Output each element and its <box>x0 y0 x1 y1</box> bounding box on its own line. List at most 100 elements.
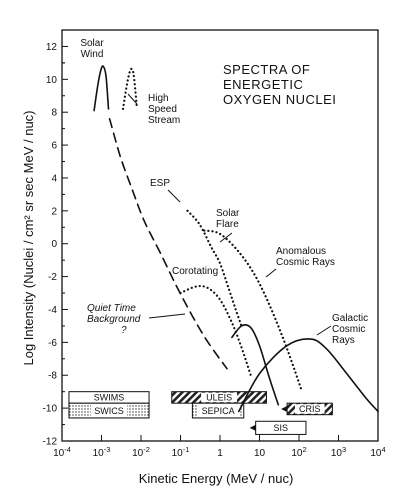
instrument-label-background <box>196 404 240 417</box>
x-tick-base: 10 <box>93 448 105 459</box>
annotation-esp: ESP <box>150 178 170 189</box>
x-axis-label: Kinetic Energy (MeV / nuc) <box>139 471 294 486</box>
instrument-label-background <box>201 392 238 403</box>
x-tick-base: 10 <box>291 448 303 459</box>
instrument-label-swims: SWIMS <box>94 393 125 403</box>
annotation-line: Galactic <box>332 313 368 324</box>
series-line-high-speed-stream <box>121 67 138 110</box>
x-tick-exponent: -3 <box>104 445 111 454</box>
annotation-corotating: Corotating <box>172 266 218 277</box>
annotation-line: ? <box>121 325 127 336</box>
y-tick-label: 12 <box>46 42 58 53</box>
annotation-line: Solar <box>216 208 240 219</box>
x-tick-exponent: -1 <box>183 445 190 454</box>
instrument-label-background <box>294 404 325 414</box>
annotation-line: Flare <box>216 219 239 230</box>
x-tick-base: 10 <box>132 448 144 459</box>
annotation-anomalous-cosmic-rays: Anomalous Cosmic Rays <box>276 246 335 268</box>
x-tick-label: 1 <box>217 448 223 459</box>
y-tick-label: -6 <box>48 338 57 349</box>
series-line-quiet-time-background <box>108 118 228 370</box>
instrument-label-background <box>91 392 128 403</box>
x-tick-exponent: 4 <box>381 445 385 454</box>
x-tick-label: 10-1 <box>172 445 190 459</box>
annotation-line: Cosmic Rays <box>276 257 335 268</box>
annotation-leader-line <box>265 268 277 278</box>
y-tick-label: 2 <box>51 206 57 217</box>
x-tick-label: 10 <box>254 448 266 459</box>
series-line-esp <box>186 209 243 327</box>
annotation-leader-lines <box>127 93 332 336</box>
x-tick-label: 10-2 <box>132 445 150 459</box>
x-tick-base: 10 <box>254 448 266 459</box>
y-tick-label: 0 <box>51 239 57 250</box>
annotation-galactic-cosmic-rays: Galactic Cosmic Rays <box>332 313 368 346</box>
instrument-label-uleis: ULEIS <box>206 393 232 403</box>
annotation-high-speed-stream: High Speed Stream <box>148 93 180 126</box>
annotation-leader-line <box>316 325 332 336</box>
y-tick-label: -10 <box>43 404 58 415</box>
annotation-line: Rays <box>332 335 355 346</box>
series-line-anomalous-cosmic-rays <box>231 324 280 406</box>
x-tick-base: 10 <box>172 448 184 459</box>
annotation-line: Quiet Time <box>87 303 136 314</box>
y-tick-label: -4 <box>48 305 57 316</box>
instrument-arrow-cris <box>281 405 288 412</box>
instrument-arrow-sis <box>249 424 256 431</box>
chart-title-line-1: SPECTRA OF <box>223 62 310 77</box>
annotation-line: ESP <box>150 178 170 189</box>
annotation-leader-line <box>148 313 186 319</box>
x-tick-base: 10 <box>370 448 382 459</box>
y-axis-label: Log Intensity (Nuclei / cm² sr sec MeV /… <box>21 110 36 365</box>
annotation-line: Corotating <box>172 266 218 277</box>
x-tick-label: 10-3 <box>93 445 111 459</box>
y-tick-label: 8 <box>51 108 57 119</box>
annotation-line: High <box>148 93 169 104</box>
annotation-solar-flare: Solar Flare <box>216 208 240 230</box>
instrument-label-swics: SWICS <box>94 406 124 416</box>
annotation-leader-line <box>127 93 138 105</box>
series-line-solar-flare <box>203 229 304 393</box>
y-tick-label: -2 <box>48 272 57 283</box>
series-line-galactic-cosmic-rays <box>238 338 379 413</box>
x-tick-label: 102 <box>291 445 306 459</box>
y-tick-label: 4 <box>51 173 57 184</box>
y-tick-label: 6 <box>51 141 57 152</box>
x-tick-base: 10 <box>331 448 343 459</box>
x-tick-label: 104 <box>370 445 385 459</box>
instrument-label-sepica: SEPICA <box>202 406 235 416</box>
annotation-line: Solar <box>80 38 104 49</box>
series-line-solar-wind <box>93 65 110 112</box>
annotation-solar-wind: Solar Wind <box>80 38 104 60</box>
x-tick-exponent: -2 <box>143 445 150 454</box>
y-tick-label: 10 <box>46 75 58 86</box>
chart-title-line-3: OXYGEN NUCLEI <box>223 92 336 107</box>
annotation-line: Anomalous <box>276 246 326 257</box>
annotation-line: Speed <box>148 104 177 115</box>
annotation-quiet-time-background: Quiet Time Background? <box>87 303 141 336</box>
x-tick-label: 10-4 <box>53 445 71 459</box>
y-tick-label: -8 <box>48 371 57 382</box>
annotation-line: Wind <box>81 49 104 60</box>
annotation-leader-line <box>219 232 233 243</box>
annotation-leader-line <box>167 189 181 203</box>
x-tick-label: 103 <box>331 445 346 459</box>
spectrum-curves <box>93 65 379 413</box>
x-tick-exponent: -4 <box>64 445 71 454</box>
y-tick-label: -12 <box>43 437 58 448</box>
annotation-line: Stream <box>148 115 180 126</box>
x-tick-exponent: 3 <box>342 445 346 454</box>
instrument-label-sis: SIS <box>274 423 289 433</box>
chart-title-line-2: ENERGETIC <box>223 77 303 92</box>
instrument-bars: SWIMS SWICS ULEIS SEPICA SIS CRIS <box>68 391 333 435</box>
x-tick-base: 1 <box>217 448 223 459</box>
series-line-corotating <box>179 284 252 377</box>
annotation-line: Background <box>87 314 141 325</box>
instrument-label-background <box>91 404 128 417</box>
x-tick-exponent: 2 <box>302 445 306 454</box>
x-tick-base: 10 <box>53 448 65 459</box>
instrument-label-cris: CRIS <box>299 404 321 414</box>
